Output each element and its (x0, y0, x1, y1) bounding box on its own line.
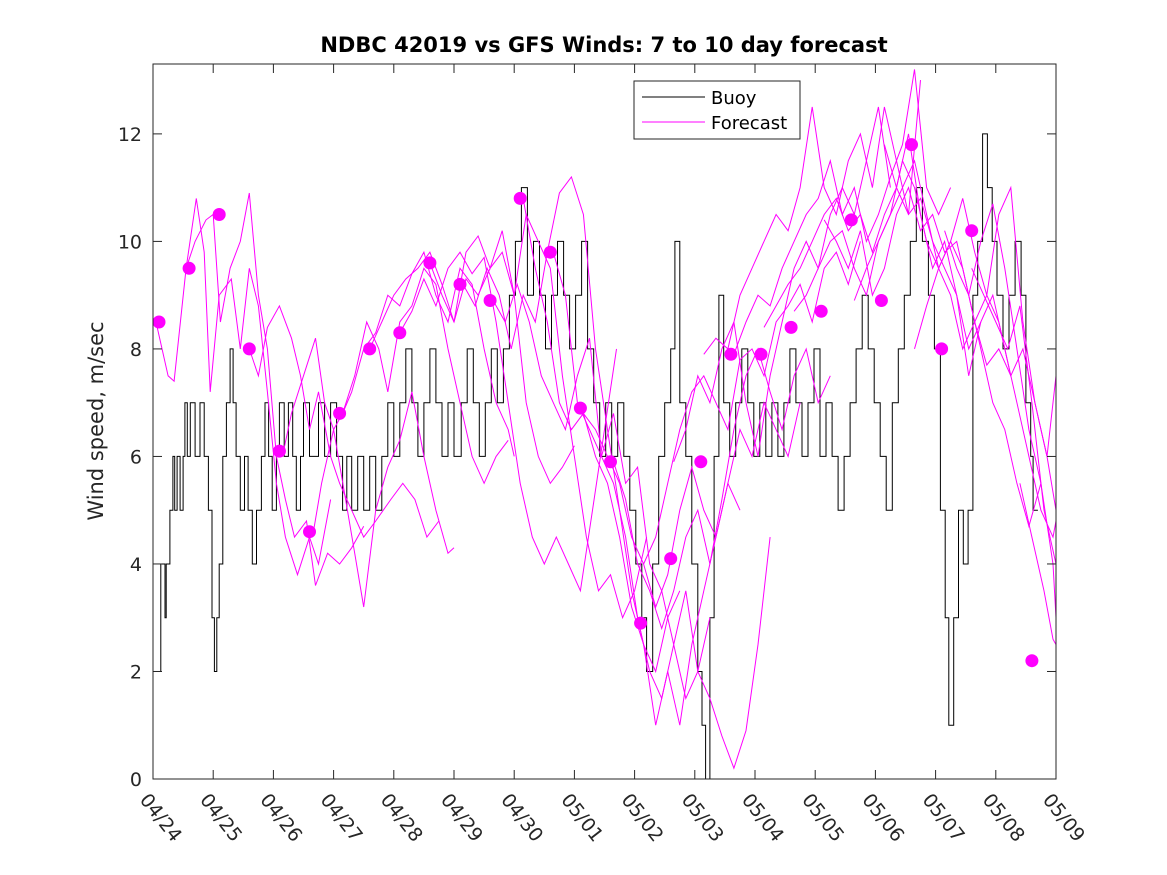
forecast-marker-19 (694, 455, 708, 469)
forecast-marker-2 (182, 261, 196, 275)
forecast-marker-10 (423, 256, 437, 270)
forecast-line-23 (853, 159, 1057, 511)
y-axis-label: Wind speed, m/sec (84, 321, 108, 520)
forecast-marker-12 (483, 294, 497, 307)
forecast-marker-25 (874, 294, 888, 307)
plot-frame (152, 63, 1057, 780)
forecast-line-3 (248, 304, 440, 539)
forecast-line-6 (342, 250, 515, 457)
y-tick-label: 8 (130, 339, 142, 361)
legend: Buoy Forecast (633, 80, 801, 140)
forecast-marker-22 (784, 320, 798, 334)
forecast-marker-14 (543, 245, 557, 259)
y-tick-label: 10 (118, 231, 142, 253)
forecast-marker-8 (363, 342, 377, 356)
forecast-line-27 (971, 268, 1057, 565)
forecast-marker-6 (303, 525, 316, 539)
forecast-line-15 (613, 347, 831, 631)
forecast-line-16 (643, 241, 861, 565)
forecast-line-20 (763, 133, 982, 376)
y-tick-label: 4 (130, 554, 142, 576)
buoy-series (153, 133, 1038, 780)
forecast-marker-23 (814, 304, 828, 318)
forecast-line-28 (1019, 483, 1057, 645)
forecast-marker-9 (393, 326, 407, 340)
chart-title: NDBC 42019 vs GFS Winds: 7 to 10 day for… (320, 33, 887, 57)
y-tick-label: 0 (130, 769, 142, 791)
forecast-marker-27 (935, 342, 949, 356)
forecast-marker-28 (965, 224, 979, 238)
forecast-line-22 (823, 186, 1042, 529)
forecast-marker-1 (152, 315, 166, 329)
forecast-line-8 (399, 251, 617, 593)
y-tick-label: 12 (118, 124, 142, 146)
legend-box (633, 80, 801, 140)
forecast-marker-11 (453, 277, 467, 291)
forecast-line-25 (914, 185, 1057, 457)
forecast-marker-5 (272, 444, 286, 458)
forecast-marker-13 (513, 191, 527, 205)
forecast-marker-4 (242, 342, 256, 356)
forecast-line-26 (944, 203, 1057, 618)
y-tick-label: 2 (130, 661, 142, 683)
forecast-marker-7 (333, 406, 347, 420)
forecast-line-12 (522, 198, 741, 726)
forecast-marker-21 (754, 347, 768, 361)
buoy-line (153, 133, 1038, 780)
legend-forecast-label: Forecast (711, 113, 787, 134)
forecast-marker-20 (724, 347, 738, 361)
y-tick-label: 6 (130, 446, 142, 468)
forecast-marker-29 (1025, 654, 1039, 668)
forecast-marker-16 (604, 455, 617, 469)
forecast-line-18 (703, 80, 921, 355)
forecast-line-7 (369, 230, 575, 485)
forecast-line-24 (883, 144, 1057, 539)
forecast-markers (152, 138, 1039, 668)
forecast-marker-26 (905, 138, 918, 152)
forecast-marker-3 (212, 208, 226, 221)
forecast-marker-18 (664, 552, 678, 566)
forecast-line-14 (582, 401, 801, 609)
forecast-line-9 (429, 212, 648, 620)
y-axis-ticks: 0 2 4 6 8 10 12 (118, 124, 1056, 791)
forecast-marker-17 (634, 616, 648, 630)
legend-buoy-label: Buoy (711, 88, 757, 109)
forecast-line-4 (281, 338, 455, 608)
forecast-marker-24 (844, 213, 858, 227)
forecast-marker-15 (573, 401, 587, 415)
